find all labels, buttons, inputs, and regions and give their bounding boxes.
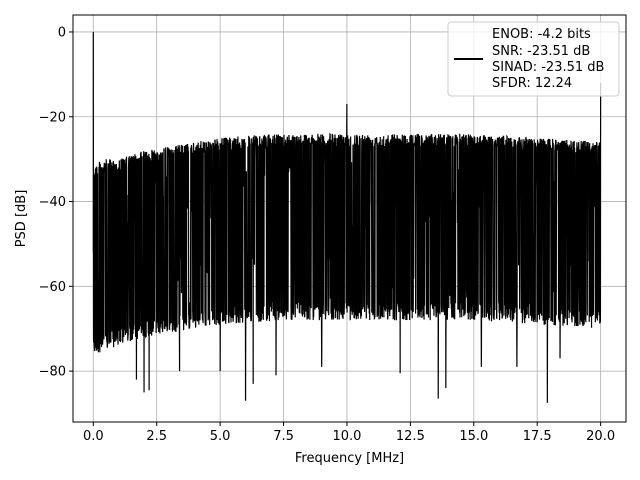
- legend-entry-snr: SNR: -23.51 dB: [492, 44, 590, 59]
- x-tick-label: 15.0: [459, 429, 488, 444]
- x-tick-label: 2.5: [146, 429, 167, 444]
- y-tick-label: −40: [39, 195, 66, 210]
- psd-series-line: [92, 31, 602, 403]
- x-axis-ticks: 0.0 2.5 5.0 7.5 10.0 12.5 15.0 17.5 20.0: [83, 422, 615, 444]
- y-axis-ticks: 0 −20 −40 −60 −80: [39, 25, 73, 380]
- x-tick-label: 17.5: [523, 429, 552, 444]
- x-tick-label: 5.0: [210, 429, 231, 444]
- y-tick-label: −60: [39, 280, 66, 295]
- x-tick-label: 0.0: [83, 429, 104, 444]
- x-tick-label: 10.0: [332, 429, 361, 444]
- x-axis-title: Frequency [MHz]: [295, 451, 404, 466]
- y-tick-label: −80: [39, 365, 66, 380]
- legend-entry-enob: ENOB: -4.2 bits: [492, 27, 591, 42]
- x-tick-label: 12.5: [396, 429, 425, 444]
- legend: ENOB: -4.2 bits SNR: -23.51 dB SINAD: -2…: [447, 21, 620, 97]
- legend-entry-sfdr: SFDR: 12.24: [492, 76, 572, 91]
- y-tick-label: 0: [58, 25, 66, 40]
- legend-box: [447, 21, 620, 97]
- x-tick-label: 7.5: [273, 429, 294, 444]
- y-axis-title: PSD [dB]: [14, 190, 29, 248]
- legend-entry-sinad: SINAD: -23.51 dB: [492, 60, 604, 75]
- x-tick-label: 20.0: [586, 429, 615, 444]
- y-tick-label: −20: [39, 110, 66, 125]
- plot-frame: [72, 14, 627, 423]
